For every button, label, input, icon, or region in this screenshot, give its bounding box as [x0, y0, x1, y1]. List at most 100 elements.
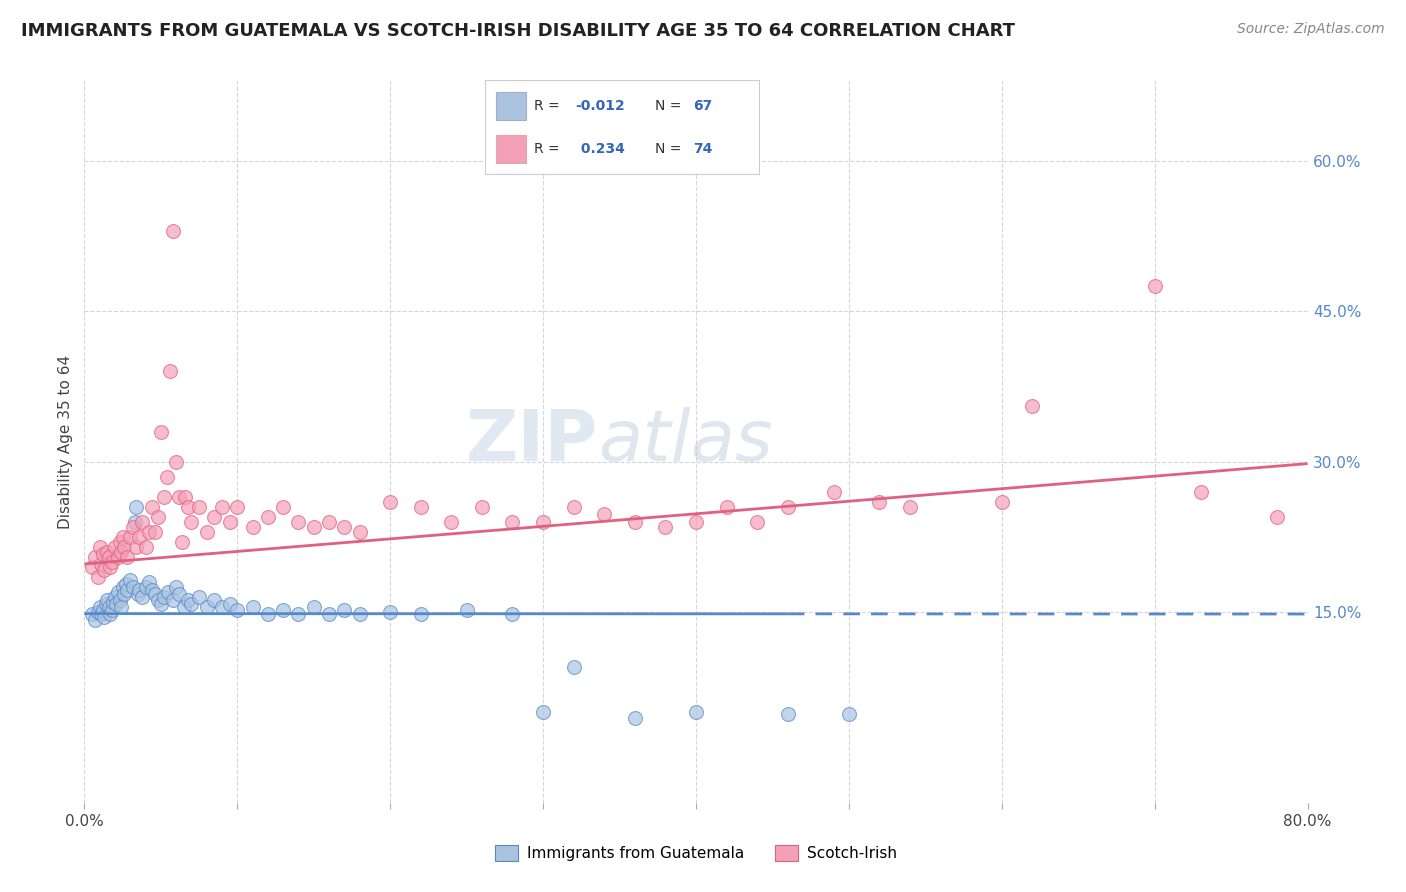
Point [84, 549, 107, 564]
Point [172, 535, 194, 549]
Text: R =: R = [534, 99, 564, 112]
Text: Source: ZipAtlas.com: Source: ZipAtlas.com [1237, 22, 1385, 37]
Point [84, 613, 107, 627]
Point [531, 515, 554, 529]
Point [107, 585, 129, 599]
Point [685, 706, 707, 720]
Point [1189, 484, 1212, 499]
Point [218, 515, 240, 529]
Point [211, 600, 233, 615]
Point [869, 494, 891, 508]
Point [226, 500, 249, 514]
Text: N =: N = [655, 142, 686, 155]
Point [80, 607, 103, 622]
Bar [496, 135, 526, 162]
Point [125, 540, 148, 554]
Point [105, 597, 128, 611]
Point [96, 545, 118, 559]
Point [257, 509, 280, 524]
Point [302, 520, 325, 534]
Point [101, 603, 124, 617]
Point [287, 607, 309, 622]
Point [101, 555, 124, 569]
Y-axis label: Disability Age 35 to 64: Disability Age 35 to 64 [58, 354, 73, 529]
Point [111, 580, 134, 594]
Point [502, 515, 524, 529]
Point [143, 524, 166, 539]
Point [716, 500, 738, 514]
Point [138, 524, 160, 539]
Point [114, 577, 136, 591]
Point [120, 573, 142, 587]
Point [287, 515, 309, 529]
Point [104, 590, 127, 604]
Point [87, 570, 110, 584]
Point [1143, 279, 1166, 293]
Point [1265, 509, 1288, 524]
Point [107, 549, 129, 564]
Text: 0.234: 0.234 [575, 142, 624, 155]
Text: ZIP: ZIP [465, 407, 598, 476]
Point [120, 530, 142, 544]
Point [103, 595, 125, 609]
Point [349, 524, 371, 539]
Point [111, 530, 134, 544]
Point [128, 583, 150, 598]
Point [98, 560, 121, 574]
Point [409, 607, 432, 622]
Legend: Immigrants from Guatemala, Scotch-Irish: Immigrants from Guatemala, Scotch-Irish [489, 839, 903, 867]
Point [380, 494, 402, 508]
Point [141, 500, 163, 514]
Point [685, 515, 707, 529]
Point [135, 540, 157, 554]
Point [502, 607, 524, 622]
Point [180, 515, 202, 529]
Point [624, 515, 647, 529]
Point [188, 590, 211, 604]
Point [593, 507, 616, 521]
Bar [496, 92, 526, 120]
Point [108, 535, 131, 549]
Point [211, 500, 233, 514]
Point [195, 600, 218, 615]
Point [146, 593, 169, 607]
Point [195, 524, 218, 539]
Point [562, 660, 585, 674]
Point [162, 593, 184, 607]
Text: -0.012: -0.012 [575, 99, 626, 112]
Point [271, 500, 294, 514]
Point [562, 500, 585, 514]
Point [91, 603, 114, 617]
Point [180, 597, 202, 611]
Text: atlas: atlas [598, 407, 773, 476]
Point [271, 603, 294, 617]
Point [122, 520, 145, 534]
Point [456, 603, 478, 617]
Point [159, 364, 181, 378]
Point [257, 607, 280, 622]
Point [80, 560, 103, 574]
Point [226, 603, 249, 617]
Point [87, 605, 110, 619]
Point [97, 600, 120, 615]
Point [91, 547, 114, 561]
Point [173, 600, 195, 615]
Point [149, 425, 172, 439]
Point [156, 469, 179, 483]
Point [202, 509, 225, 524]
Point [153, 490, 176, 504]
Point [1021, 400, 1043, 414]
Point [157, 585, 180, 599]
Point [349, 607, 371, 622]
Point [153, 590, 176, 604]
Point [162, 224, 184, 238]
Point [115, 549, 138, 564]
Point [115, 583, 138, 598]
Point [838, 707, 860, 722]
Point [242, 520, 264, 534]
Point [112, 587, 135, 601]
Point [898, 500, 921, 514]
Point [318, 515, 340, 529]
Point [141, 583, 163, 598]
Point [93, 563, 115, 577]
